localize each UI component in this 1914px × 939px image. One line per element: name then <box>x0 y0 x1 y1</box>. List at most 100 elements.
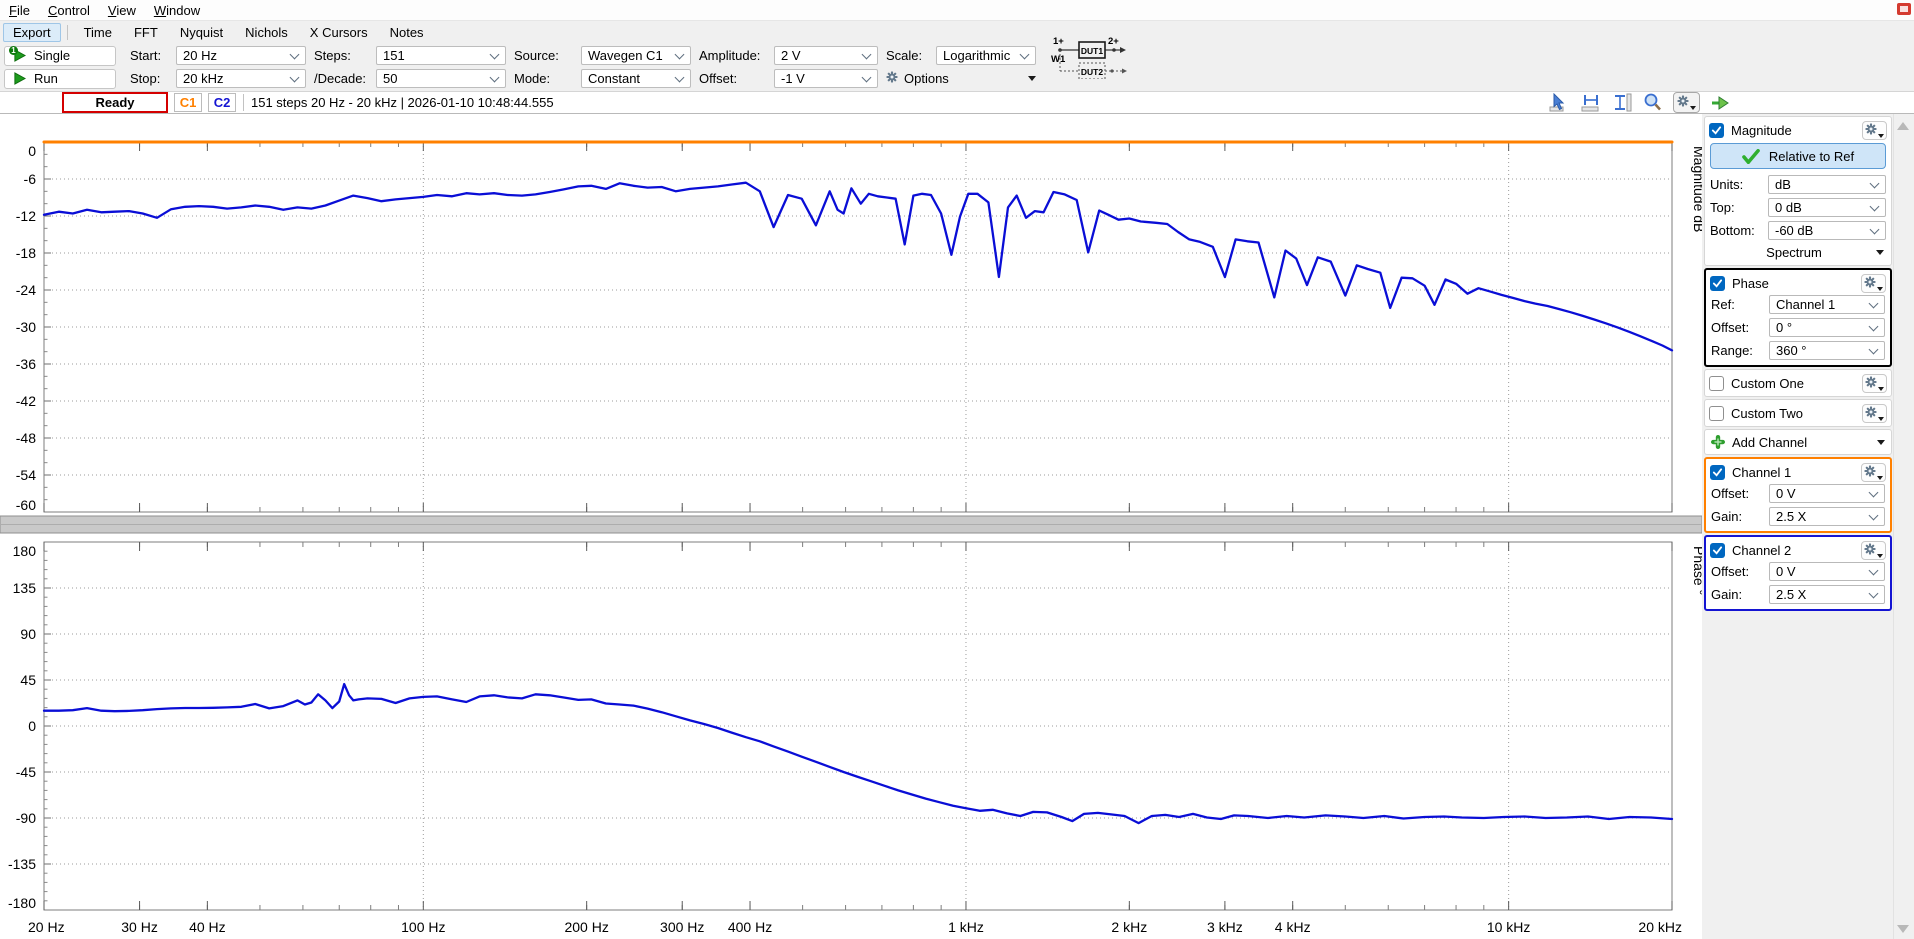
svg-text:-30: -30 <box>16 319 36 335</box>
magnitude-plot[interactable]: 0 -6 -12 -18 -24 -30 -36 -42 -48 -54 -60 <box>16 140 1674 513</box>
dropdown-caret-icon <box>1878 386 1884 391</box>
plot-splitter[interactable] <box>0 515 1703 534</box>
tab-time[interactable]: Time <box>83 24 112 40</box>
pointer-tool-icon[interactable] <box>1549 93 1571 112</box>
channel1-offset-select[interactable]: 0 V <box>1769 484 1885 503</box>
phase-plot[interactable]: 180 135 90 45 0 -45 -90 -135 -180 <box>8 541 1674 911</box>
svg-text:135: 135 <box>13 580 37 596</box>
menu-window[interactable]: Window <box>153 2 201 18</box>
chevron-down-icon <box>1869 224 1880 234</box>
menu-file[interactable]: File <box>9 2 30 18</box>
channel2-gain-select[interactable]: 2.5 X <box>1769 585 1885 604</box>
dropdown-caret-icon <box>1028 76 1036 81</box>
custom-two-checkbox[interactable] <box>1709 405 1724 421</box>
bottom-select[interactable]: -60 dB <box>1768 221 1886 240</box>
vertical-cursor-icon[interactable] <box>1613 93 1633 112</box>
tab-fft[interactable]: FFT <box>133 24 158 40</box>
amplitude-select[interactable]: 2 V <box>774 46 878 65</box>
channel2-section: Channel 2 Offset: 0 V Gain: 2.5 X <box>1704 535 1892 611</box>
bode-plot[interactable]: 0 -6 -12 -18 -24 -30 -36 -42 -48 -54 -60 180 135 90 45… <box>0 114 1707 939</box>
tab-nyquist[interactable]: Nyquist <box>179 24 224 40</box>
channel2-offset-select[interactable]: 0 V <box>1769 562 1885 581</box>
tab-export[interactable]: Export <box>3 22 61 42</box>
plot-settings-button[interactable] <box>1673 92 1700 113</box>
plot-toolbar-icons <box>1549 92 1730 113</box>
channel2-checkbox[interactable] <box>1710 542 1725 558</box>
gear-icon <box>1864 464 1876 480</box>
dropdown-caret-icon <box>1877 553 1883 558</box>
status-bar: Ready C1 C2 151 steps 20 Hz - 20 kHz | 2… <box>0 92 1914 114</box>
channel1-checkbox[interactable] <box>1710 464 1725 480</box>
toolbar-row-1: 1 Single Start: 20 Hz Steps: 151 Source:… <box>0 36 1914 79</box>
phase-settings-button[interactable] <box>1861 273 1886 293</box>
dropdown-caret-icon <box>1877 439 1885 445</box>
phase-offset-select[interactable]: 0 ° <box>1769 318 1885 337</box>
stop-select[interactable]: 20 kHz <box>176 69 306 88</box>
custom-one-settings-button[interactable] <box>1862 373 1887 393</box>
single-button-label: Single <box>34 48 71 63</box>
channel2-settings-button[interactable] <box>1861 540 1886 560</box>
bode-plot-svg: 0 -6 -12 -18 -24 -30 -36 -42 -48 -54 -60 180 135 90 45… <box>0 114 1707 939</box>
svg-text:30 Hz: 30 Hz <box>121 919 158 935</box>
source-select[interactable]: Wavegen C1 <box>581 46 691 65</box>
gear-icon <box>1865 375 1877 391</box>
magnitude-settings-button[interactable] <box>1862 120 1887 140</box>
range-select[interactable]: 360 ° <box>1769 341 1885 360</box>
custom-one-checkbox[interactable] <box>1709 375 1724 391</box>
chevron-down-icon <box>861 49 872 59</box>
add-channel-button[interactable]: Add Channel <box>1704 429 1892 455</box>
scale-select[interactable]: Logarithmic <box>936 46 1036 65</box>
connection-diagram-icon: 1+ W1 2+ DUT1 DUT2 <box>1051 36 1127 79</box>
phase-checkbox[interactable] <box>1710 275 1725 291</box>
scroll-up-button[interactable] <box>1897 122 1909 130</box>
zoom-icon[interactable] <box>1643 93 1663 112</box>
gear-icon <box>1677 95 1689 110</box>
chevron-down-icon <box>1869 201 1880 211</box>
decade-select[interactable]: 50 <box>376 69 506 88</box>
gear-icon <box>1865 405 1877 421</box>
tab-notes[interactable]: Notes <box>389 24 424 40</box>
svg-text:2 kHz: 2 kHz <box>1111 919 1147 935</box>
relative-to-ref-button[interactable]: Relative to Ref <box>1710 143 1886 169</box>
menu-view[interactable]: View <box>107 2 136 18</box>
single-button[interactable]: 1 Single <box>4 45 116 66</box>
channel1-gain-select[interactable]: 2.5 X <box>1769 507 1885 526</box>
dropdown-caret-icon <box>1878 133 1884 138</box>
start-label: Start: <box>130 48 162 63</box>
export-arrow-icon[interactable] <box>1710 95 1730 111</box>
channel1-title: Channel 1 <box>1732 464 1792 480</box>
channel1-indicator[interactable]: C1 <box>174 93 202 112</box>
magnitude-checkbox[interactable] <box>1709 122 1724 138</box>
menu-control[interactable]: Control <box>47 2 90 18</box>
start-select[interactable]: 20 Hz <box>176 46 306 65</box>
chevron-down-icon <box>1869 178 1880 188</box>
run-button[interactable]: Run <box>4 68 116 89</box>
offset-select[interactable]: -1 V <box>774 69 878 88</box>
custom-two-settings-button[interactable] <box>1862 403 1887 423</box>
channel2-indicator[interactable]: C2 <box>208 93 236 112</box>
top-select[interactable]: 0 dB <box>1768 198 1886 217</box>
custom-two-title: Custom Two <box>1731 405 1804 421</box>
relative-to-ref-label: Relative to Ref <box>1768 148 1855 164</box>
status-badge: Ready <box>62 92 168 113</box>
panel-scrollbar[interactable] <box>1893 114 1912 939</box>
mode-select[interactable]: Constant <box>581 69 691 88</box>
horizontal-cursor-icon[interactable] <box>1581 93 1603 112</box>
scroll-down-button[interactable] <box>1897 925 1909 933</box>
tab-nichols[interactable]: Nichols <box>245 24 288 40</box>
tab-x-cursors[interactable]: X Cursors <box>309 24 368 40</box>
channels-panel: Magnitude Relative to Ref Units: dB Top:… <box>1702 114 1914 939</box>
steps-select[interactable]: 151 <box>376 46 506 65</box>
custom-two-section: Custom Two <box>1704 399 1892 427</box>
channel1-settings-button[interactable] <box>1861 462 1886 482</box>
add-channel-label: Add Channel <box>1732 434 1808 450</box>
units-select[interactable]: dB <box>1768 175 1886 194</box>
options-label: Options <box>904 71 949 86</box>
options-dropdown[interactable]: Options <box>886 71 1036 86</box>
app-window-icon[interactable] <box>1897 3 1911 15</box>
gear-icon <box>1865 122 1877 138</box>
chevron-down-icon <box>1868 510 1879 520</box>
spectrum-dropdown[interactable]: Spectrum <box>1709 242 1887 262</box>
chevron-down-icon <box>1868 298 1879 308</box>
ref-select[interactable]: Channel 1 <box>1769 295 1885 314</box>
